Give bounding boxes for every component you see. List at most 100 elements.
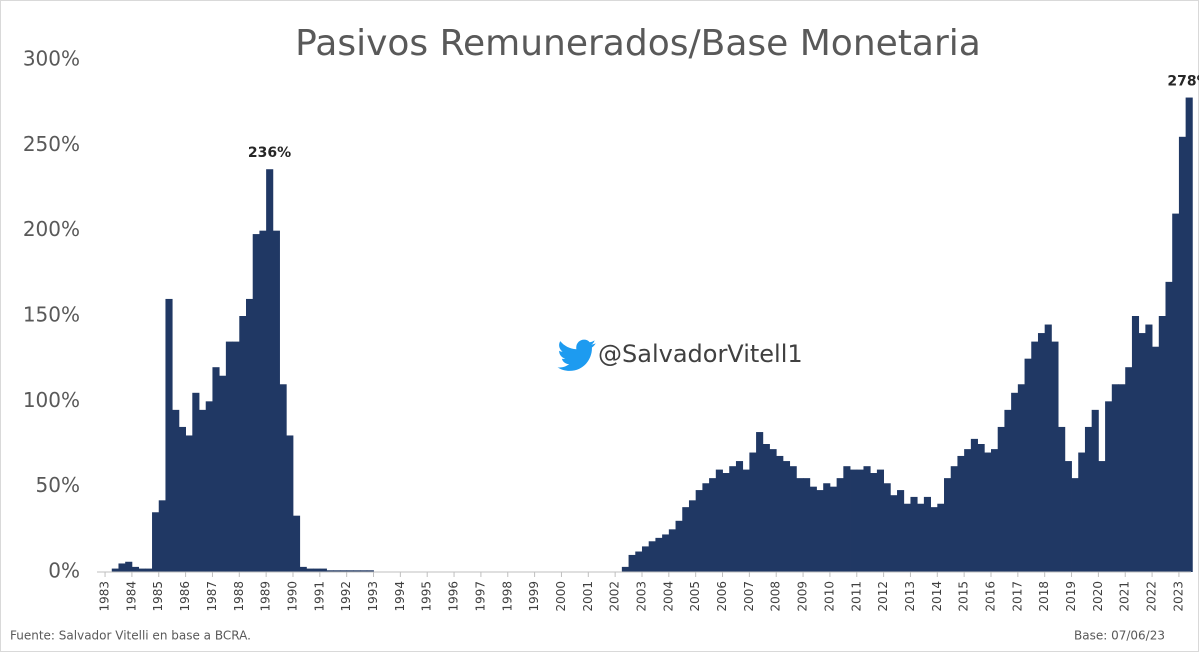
- bar: [870, 473, 878, 572]
- bar: [635, 551, 643, 572]
- bar: [158, 500, 166, 572]
- bar: [346, 570, 354, 572]
- x-tick-label: 2002: [608, 581, 622, 612]
- x-tick-label: 1991: [312, 581, 326, 612]
- bar: [715, 469, 723, 572]
- bar: [1058, 426, 1066, 572]
- x-tick-label: 2008: [769, 581, 783, 612]
- bar: [1064, 461, 1072, 572]
- bar: [876, 469, 885, 572]
- bar: [360, 570, 368, 572]
- bar: [138, 568, 146, 572]
- x-tick-label: 1995: [420, 581, 434, 612]
- bar: [1091, 409, 1099, 572]
- bar: [319, 568, 327, 572]
- bar: [1017, 384, 1025, 572]
- bar: [1178, 136, 1187, 573]
- bar: [997, 426, 1005, 572]
- bar: [890, 495, 898, 572]
- bar: [903, 503, 911, 572]
- y-tick-label: 250%: [23, 132, 80, 156]
- bar: [145, 568, 153, 572]
- bar: [742, 469, 750, 572]
- bar: [843, 466, 851, 572]
- x-tick-label: 2006: [715, 581, 729, 612]
- x-tick-label: 2004: [661, 581, 675, 612]
- bar: [702, 483, 710, 572]
- bar: [1078, 452, 1086, 572]
- bar: [655, 537, 663, 572]
- x-tick-label: 1994: [393, 581, 407, 612]
- bar: [118, 563, 126, 572]
- x-tick-label: 2005: [688, 581, 702, 612]
- bar: [816, 490, 824, 572]
- bar: [883, 483, 891, 572]
- bar: [1158, 316, 1166, 572]
- bar: [259, 230, 267, 572]
- bar: [205, 401, 213, 572]
- bar: [695, 490, 703, 572]
- bar: [1125, 367, 1133, 572]
- bar: [823, 483, 831, 572]
- bar: [239, 316, 247, 572]
- x-tick-label: 2007: [742, 581, 756, 612]
- bar: [1165, 281, 1173, 572]
- y-tick-label: 50%: [36, 473, 80, 497]
- x-tick-label: 2015: [957, 581, 971, 612]
- annotation: 236%: [248, 145, 291, 161]
- bar: [675, 520, 683, 572]
- bar: [1084, 426, 1093, 572]
- bar: [944, 478, 952, 572]
- y-tick-label: 150%: [23, 303, 80, 327]
- bar: [950, 466, 958, 572]
- x-tick-label: 2019: [1064, 581, 1078, 612]
- bar: [977, 444, 985, 572]
- x-tick-label: 1987: [205, 581, 219, 612]
- bar: [756, 432, 764, 572]
- bar: [353, 570, 361, 572]
- x-tick-label: 2018: [1037, 581, 1051, 612]
- x-tick-label: 1996: [447, 581, 461, 612]
- annotation: 278%: [1167, 74, 1199, 90]
- bar: [789, 466, 797, 572]
- x-tick-label: 2003: [634, 581, 648, 612]
- x-tick-label: 2021: [1118, 581, 1132, 612]
- bar: [1131, 316, 1140, 572]
- date-note: Base: 07/06/23: [1074, 629, 1165, 643]
- bar: [1044, 324, 1052, 572]
- bar: [809, 486, 817, 572]
- bar: [333, 570, 341, 572]
- bar: [185, 435, 193, 572]
- bar: [272, 230, 280, 572]
- bar: [850, 469, 858, 572]
- bar: [1111, 384, 1119, 572]
- x-tick-label: 1998: [500, 581, 514, 612]
- bar: [152, 512, 160, 572]
- bar: [856, 469, 864, 572]
- x-tick-label: 2010: [822, 581, 836, 612]
- bar: [252, 234, 260, 572]
- bar: [662, 534, 670, 572]
- x-tick-label: 1985: [151, 581, 165, 612]
- x-tick-label: 1989: [259, 581, 273, 612]
- bar: [923, 496, 931, 572]
- bar: [776, 455, 784, 572]
- bar: [199, 409, 207, 572]
- bar: [178, 426, 186, 572]
- x-tick-label: 1984: [124, 581, 138, 612]
- bar: [279, 384, 287, 572]
- x-tick-label: 1990: [285, 581, 299, 612]
- x-tick-label: 2022: [1145, 581, 1159, 612]
- bar: [219, 375, 227, 572]
- bar: [1011, 392, 1019, 572]
- bar: [131, 566, 140, 572]
- x-tick-label: 1992: [339, 581, 353, 612]
- bar: [1172, 213, 1180, 572]
- bar: [917, 503, 925, 572]
- bar: [326, 570, 334, 572]
- bar: [769, 449, 777, 572]
- x-tick-label: 1986: [178, 581, 192, 612]
- x-tick-label: 2017: [1010, 581, 1024, 612]
- bar: [937, 503, 945, 572]
